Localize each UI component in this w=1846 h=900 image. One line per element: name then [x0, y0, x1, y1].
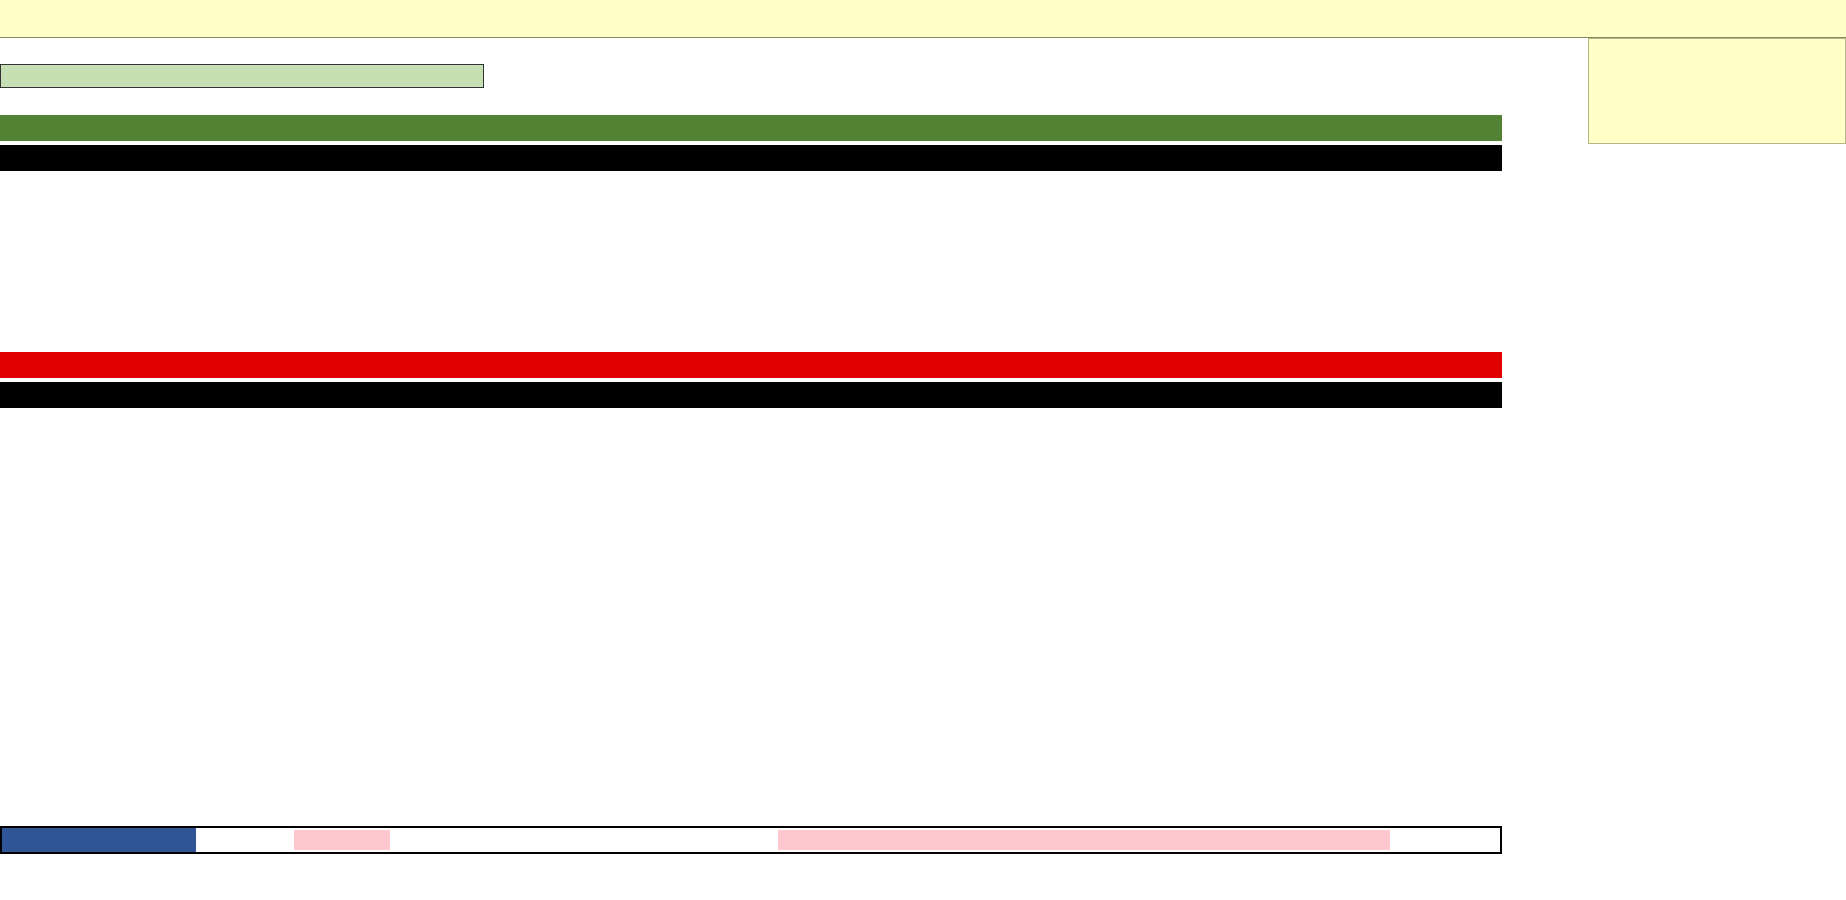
author-info-box — [1588, 38, 1846, 144]
income-column-header — [0, 145, 1502, 171]
deficit-highlight — [294, 830, 390, 850]
monthly-saving-target[interactable] — [0, 64, 484, 88]
income-section-title — [0, 115, 1502, 141]
info-name — [1591, 39, 1845, 66]
expenses-column-header — [0, 382, 1502, 408]
info-linkedin — [1591, 93, 1845, 120]
empty-months-highlight — [778, 830, 1390, 850]
savings-label — [2, 828, 196, 852]
info-email — [1591, 66, 1845, 93]
expenses-section-title — [0, 352, 1502, 378]
info-github — [1591, 120, 1845, 147]
savings-deficit-row[interactable] — [0, 826, 1502, 854]
title-bar — [0, 0, 1846, 38]
